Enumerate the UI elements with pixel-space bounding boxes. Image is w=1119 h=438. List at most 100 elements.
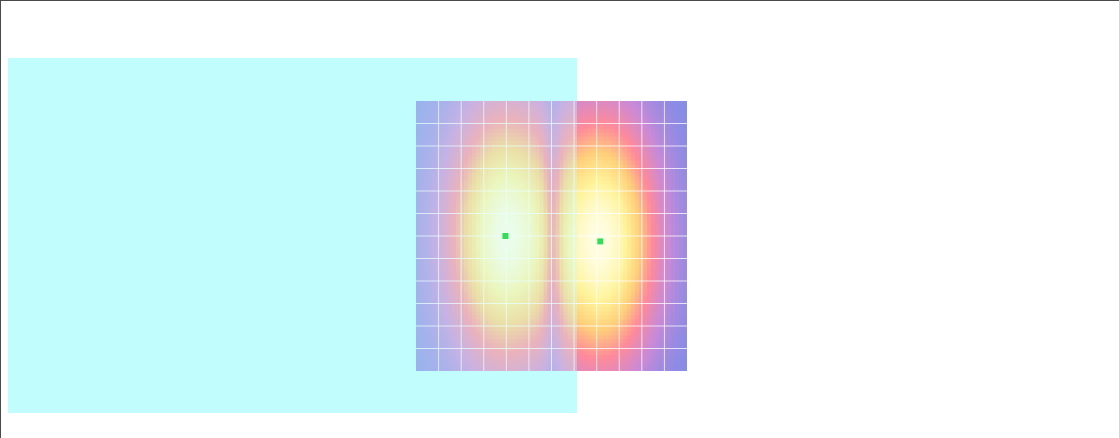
heatmap-cell	[547, 331, 553, 336]
heatmap-cell	[607, 192, 612, 197]
heatmap-cell	[619, 228, 624, 233]
heatmap-cell	[463, 359, 469, 364]
heatmap-cell	[615, 327, 620, 332]
heatmap-cell	[631, 287, 636, 293]
heatmap-cell	[523, 347, 529, 352]
heatmap-cell	[583, 243, 588, 249]
heatmap-cell	[619, 367, 624, 371]
heatmap-cell	[427, 156, 433, 162]
heatmap-cell	[555, 184, 561, 189]
heatmap-cell	[475, 307, 481, 313]
heatmap-cell	[643, 112, 648, 118]
heatmap-cell	[455, 263, 461, 269]
heatmap-cell	[563, 176, 569, 182]
heatmap-cell	[607, 239, 612, 245]
heatmap-cell	[535, 367, 541, 371]
heatmap-cell	[551, 160, 557, 166]
heatmap-cell	[651, 367, 656, 371]
heatmap-cell	[603, 184, 608, 189]
heatmap-cell	[603, 239, 608, 245]
heatmap-cell	[555, 339, 561, 344]
heatmap-cell	[431, 236, 437, 241]
heatmap-cell	[619, 291, 624, 297]
heatmap-cell	[567, 216, 573, 221]
heatmap-cell	[419, 347, 425, 352]
heatmap-cell	[515, 192, 521, 197]
heatmap-cell	[543, 132, 549, 138]
heatmap-cell	[471, 220, 477, 225]
heatmap-cell	[419, 168, 425, 174]
heatmap-cell	[679, 152, 684, 158]
heatmap-cell	[591, 172, 596, 178]
heatmap-cell	[659, 259, 664, 265]
heatmap-cell	[451, 311, 457, 317]
heatmap-cell	[507, 295, 513, 301]
heatmap-cell	[427, 311, 433, 317]
heatmap-cell	[507, 275, 513, 281]
heatmap-cell	[451, 279, 457, 285]
heatmap-cell	[635, 212, 640, 217]
heatmap-cell	[631, 363, 636, 368]
heatmap-cell	[683, 347, 687, 352]
left-charge-marker[interactable]	[502, 233, 509, 239]
field-heatmap-viewer[interactable]	[416, 101, 687, 371]
heatmap-cell	[623, 101, 628, 106]
right-charge-marker[interactable]	[597, 238, 604, 245]
heatmap-cell	[507, 200, 513, 205]
heatmap-cell	[459, 287, 465, 293]
heatmap-cell	[599, 168, 604, 174]
heatmap-cell	[615, 200, 620, 205]
heatmap-cell	[467, 140, 473, 146]
heatmap-cell	[603, 136, 608, 142]
heatmap-cell	[671, 200, 676, 205]
heatmap-cell	[679, 200, 684, 205]
heatmap-cell	[451, 216, 457, 221]
heatmap-cell	[627, 144, 632, 150]
heatmap-cell	[483, 283, 489, 289]
heatmap-cell	[416, 104, 421, 110]
heatmap-cell	[619, 303, 624, 309]
heatmap-cell	[479, 351, 485, 356]
heatmap-cell	[495, 247, 501, 253]
heatmap-cell	[551, 128, 557, 134]
heatmap-cell	[587, 319, 592, 324]
heatmap-cell	[439, 116, 445, 122]
heatmap-cell	[483, 331, 489, 336]
heatmap-cell	[587, 335, 592, 340]
heatmap-cell	[599, 180, 604, 185]
heatmap-cell	[427, 164, 433, 170]
heatmap-cell	[555, 271, 561, 277]
heatmap-cell	[555, 259, 561, 265]
heatmap-cell	[607, 275, 612, 281]
heatmap-cell	[671, 160, 676, 166]
heatmap-cell	[607, 148, 612, 154]
heatmap-cell	[643, 279, 648, 285]
heatmap-cell	[667, 291, 672, 297]
heatmap-cell	[627, 168, 632, 174]
heatmap-cell	[599, 164, 604, 170]
heatmap-cell	[483, 136, 489, 142]
heatmap-cell	[635, 184, 640, 189]
heatmap-cell	[663, 243, 668, 249]
heatmap-cell	[439, 108, 445, 114]
heatmap-cell	[491, 216, 497, 221]
heatmap-cell	[423, 232, 429, 237]
heatmap-cell	[439, 239, 445, 245]
heatmap-cell	[495, 271, 501, 277]
heatmap-cell	[479, 196, 485, 201]
heatmap-cell	[535, 108, 541, 114]
heatmap-cell	[563, 112, 569, 118]
heatmap-cell	[595, 331, 600, 336]
heatmap-cell	[607, 172, 612, 178]
heatmap-cell	[511, 101, 517, 106]
heatmap-cell	[611, 208, 616, 213]
heatmap-cell	[527, 184, 533, 189]
heatmap-cell	[551, 327, 557, 332]
heatmap-cell	[523, 367, 529, 371]
heatmap-cell	[671, 339, 676, 344]
heatmap-cell	[675, 124, 680, 130]
heatmap-cell	[595, 140, 600, 146]
heatmap-cell	[475, 192, 481, 197]
heatmap-cell	[519, 339, 525, 344]
